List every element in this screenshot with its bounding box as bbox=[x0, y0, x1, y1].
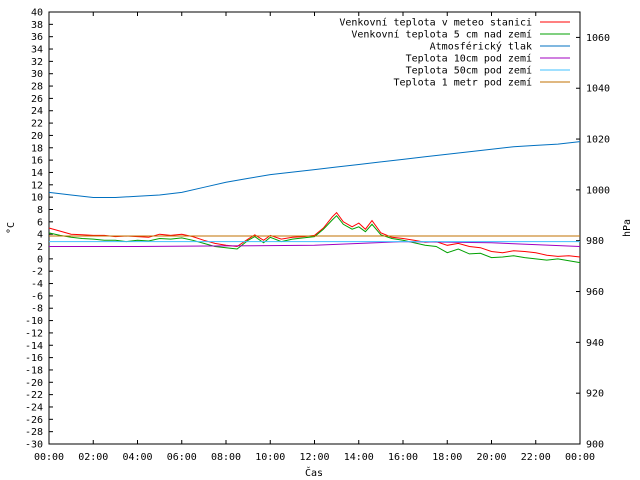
y-tick-label: 28 bbox=[31, 82, 43, 93]
x-tick-label: 14:00 bbox=[344, 452, 374, 463]
y-tick-label: -30 bbox=[25, 440, 43, 451]
y-tick-label: 32 bbox=[31, 57, 43, 68]
y-tick-label: -28 bbox=[25, 427, 43, 438]
y2-axis-label: hPa bbox=[622, 219, 633, 237]
y-tick-label: 0 bbox=[37, 254, 43, 265]
y-tick-label: -20 bbox=[25, 378, 43, 389]
y-tick-label: 6 bbox=[37, 217, 43, 228]
legend-label: Teplota 10cm pod zemí bbox=[406, 53, 532, 65]
x-tick-label: 00:00 bbox=[34, 452, 64, 463]
y-tick-label: -14 bbox=[25, 341, 43, 352]
axis-ticks bbox=[48, 11, 581, 445]
series-line-3 bbox=[49, 241, 581, 247]
y-tick-label: 14 bbox=[31, 168, 43, 179]
y2-tick-label: 980 bbox=[586, 236, 604, 247]
legend: Venkovní teplota v meteo staniciVenkovní… bbox=[339, 17, 570, 89]
legend-label: Venkovní teplota 5 cm nad zemí bbox=[351, 29, 532, 41]
x-tick-label: 06:00 bbox=[167, 452, 197, 463]
y-tick-label: 24 bbox=[31, 106, 43, 117]
legend-label: Venkovní teplota v meteo stanici bbox=[339, 17, 532, 29]
x-tick-label: 10:00 bbox=[255, 452, 285, 463]
y-tick-label: 2 bbox=[37, 242, 43, 253]
y2-tick-label: 1040 bbox=[586, 84, 610, 95]
x-tick-label: 00:00 bbox=[565, 452, 595, 463]
y-tick-label: 36 bbox=[31, 32, 43, 43]
legend-label: Teplota 50cm pod zemí bbox=[406, 65, 532, 77]
y-tick-label: -2 bbox=[31, 267, 43, 278]
y-tick-label: -4 bbox=[31, 279, 43, 290]
y-tick-label: -18 bbox=[25, 365, 43, 376]
y-tick-label: 30 bbox=[31, 69, 43, 80]
y2-tick-label: 1000 bbox=[586, 185, 610, 196]
y-tick-label: 38 bbox=[31, 20, 43, 31]
y-tick-label: -26 bbox=[25, 415, 43, 426]
series-line-0 bbox=[48, 211, 581, 258]
x-tick-label: 02:00 bbox=[78, 452, 108, 463]
x-axis-label: Čas bbox=[305, 466, 323, 479]
y-tick-label: 12 bbox=[31, 180, 43, 191]
y-tick-label: -22 bbox=[25, 390, 43, 401]
y-tick-label: 16 bbox=[31, 156, 43, 167]
y2-tick-label: 940 bbox=[586, 338, 604, 349]
y-tick-label: -6 bbox=[31, 291, 43, 302]
y-tick-label: 18 bbox=[31, 143, 43, 154]
y-tick-label: 34 bbox=[31, 45, 43, 56]
legend-label: Teplota 1 metr pod zemí bbox=[394, 77, 532, 89]
y-tick-label: -16 bbox=[25, 353, 43, 364]
x-tick-label: 18:00 bbox=[432, 452, 462, 463]
x-tick-label: 20:00 bbox=[476, 452, 506, 463]
y-tick-label: -24 bbox=[25, 402, 43, 413]
y-tick-label: 8 bbox=[37, 205, 43, 216]
x-tick-label: 12:00 bbox=[299, 452, 329, 463]
y-tick-label: 26 bbox=[31, 94, 43, 105]
y-tick-label: -10 bbox=[25, 316, 43, 327]
x-tick-label: 16:00 bbox=[388, 452, 418, 463]
y-tick-label: 10 bbox=[31, 193, 43, 204]
y2-tick-label: 1060 bbox=[586, 33, 610, 44]
y-tick-label: -8 bbox=[31, 304, 43, 315]
y-tick-label: 22 bbox=[31, 119, 43, 130]
y2-tick-label: 900 bbox=[586, 440, 604, 451]
y-tick-label: 40 bbox=[31, 8, 43, 19]
y-tick-label: 20 bbox=[31, 131, 43, 142]
y-tick-label: 4 bbox=[37, 230, 43, 241]
series-lines bbox=[48, 141, 581, 264]
legend-label: Atmosférický tlak bbox=[430, 41, 532, 53]
y-tick-label: -12 bbox=[25, 328, 43, 339]
x-tick-label: 08:00 bbox=[211, 452, 241, 463]
series-line-1 bbox=[48, 214, 581, 264]
y-axis-label: °C bbox=[6, 222, 17, 234]
x-tick-label: 04:00 bbox=[122, 452, 152, 463]
y2-tick-label: 1020 bbox=[586, 135, 610, 146]
y2-tick-label: 920 bbox=[586, 389, 604, 400]
series-line-2 bbox=[48, 141, 581, 198]
axis-tick-labels: 4038363432302826242220181614121086420-2-… bbox=[25, 8, 610, 464]
y2-tick-label: 960 bbox=[586, 287, 604, 298]
x-tick-label: 22:00 bbox=[521, 452, 551, 463]
